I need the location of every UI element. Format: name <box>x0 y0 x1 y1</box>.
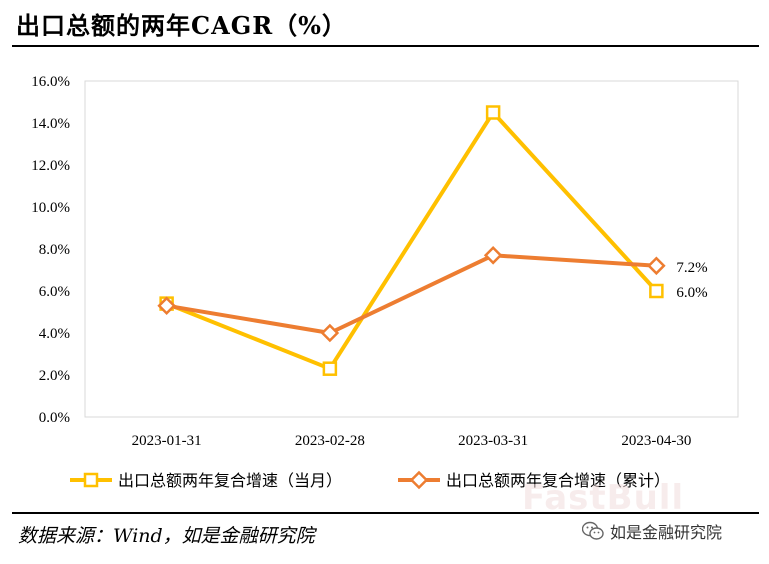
data-label: 6.0% <box>676 285 707 301</box>
data-label: 7.2% <box>676 260 707 276</box>
legend-cumulative-marker <box>409 470 429 490</box>
y-tick-label: 14.0% <box>31 116 70 132</box>
y-tick-label: 6.0% <box>39 284 70 300</box>
series-monthly-point <box>485 105 501 120</box>
series-cumulative-point <box>483 246 503 265</box>
y-tick-label: 4.0% <box>39 326 70 342</box>
x-tick-label: 2023-03-31 <box>458 433 528 449</box>
wechat-icon <box>582 521 604 540</box>
line-chart: 0.0% 2.0% 4.0% 6.0% 8.0% 10.0% 12.0% 14.0% 16.0%… <box>31 74 739 490</box>
top-divider <box>12 45 759 47</box>
series-monthly-line <box>165 110 658 371</box>
x-tick-label: 2023-02-28 <box>295 433 365 449</box>
y-tick-label: 10.0% <box>31 200 70 216</box>
series-cumulative-point <box>320 323 340 343</box>
data-source-note: 数据来源：Wind，如是金融研究院 <box>18 525 315 547</box>
brand-badge: 如是金融研究院 <box>582 519 722 543</box>
series-monthly-point <box>649 283 664 299</box>
y-tick-label: 0.0% <box>39 410 70 426</box>
x-tick-label: 2023-01-31 <box>132 433 202 449</box>
series-cumulative-line <box>166 253 657 335</box>
legend-monthly-marker <box>83 472 99 488</box>
legend-label: 出口总额两年复合增速（累计） <box>446 471 670 490</box>
series-cumulative-point <box>647 256 666 276</box>
brand-name: 如是金融研究院 <box>610 523 723 542</box>
series-cumulative-point <box>157 296 176 315</box>
plot-area <box>84 80 739 418</box>
y-tick-label: 2.0% <box>39 368 70 384</box>
bottom-divider <box>12 512 759 514</box>
series-monthly-point <box>322 361 338 376</box>
watermark-text: FastBull <box>522 478 685 518</box>
y-tick-label: 8.0% <box>39 242 70 258</box>
chart-title: 出口总额的两年CAGR（%） <box>16 11 347 40</box>
x-tick-label: 2023-04-30 <box>621 433 691 449</box>
y-tick-label: 16.0% <box>31 74 70 90</box>
y-tick-label: 12.0% <box>31 158 70 174</box>
legend-label: 出口总额两年复合增速（当月） <box>118 471 342 490</box>
